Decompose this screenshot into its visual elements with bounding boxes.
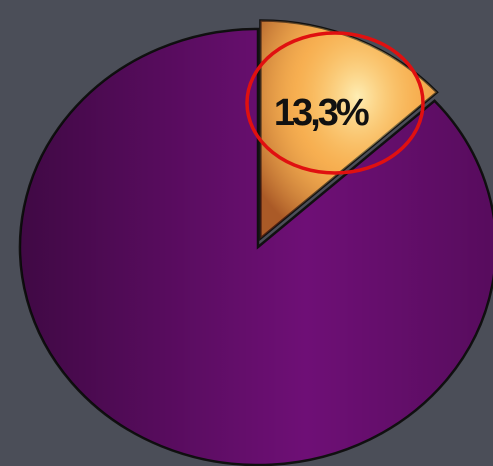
page: {"chart_data": {"type": "pie", "categori… — [0, 0, 493, 466]
chart: 13,3% — [0, 0, 493, 466]
value-label: 13,3% — [274, 92, 369, 134]
